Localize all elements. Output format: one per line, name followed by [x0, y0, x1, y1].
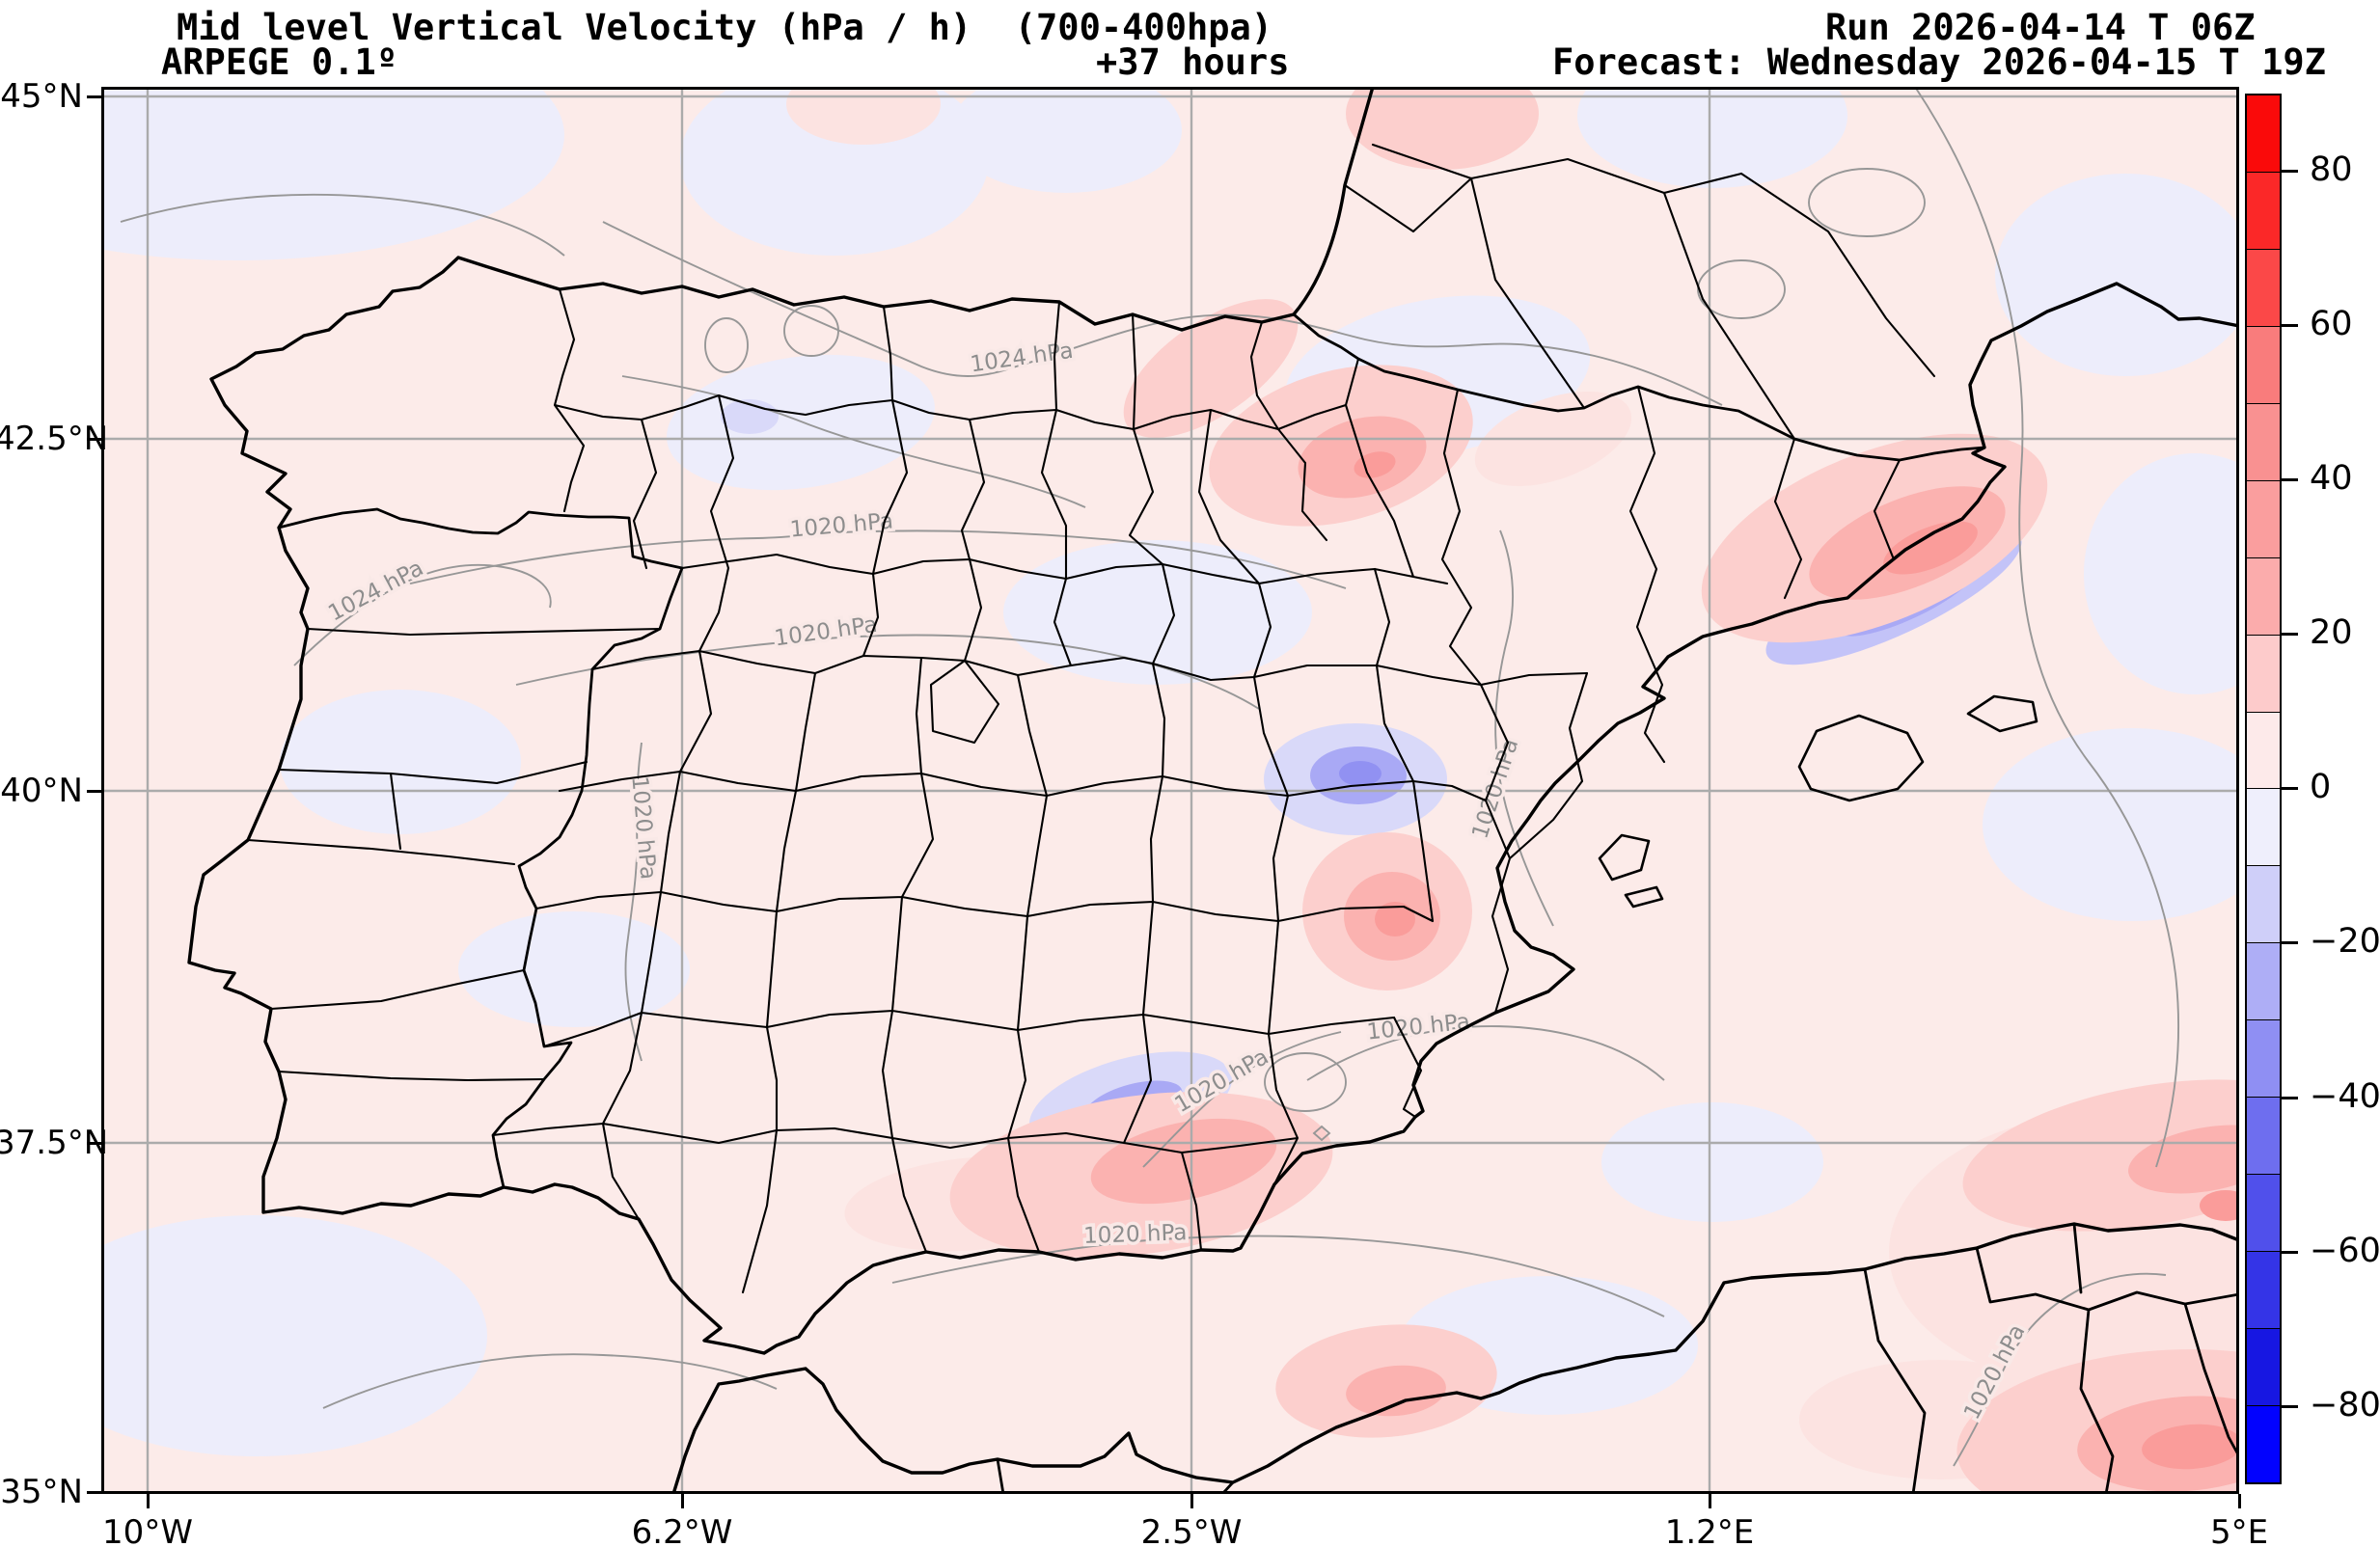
colorbar-tick-mark [2282, 787, 2298, 790]
colorbar-tick-mark [2282, 941, 2298, 944]
colorbar-segment [2247, 171, 2280, 249]
colorbar-tick-label: 0 [2310, 768, 2332, 806]
colorbar-segment [2247, 865, 2280, 943]
colorbar-segment [2247, 1019, 2280, 1098]
colorbar-tick-label: 40 [2310, 459, 2353, 498]
colorbar-segment [2247, 1097, 2280, 1175]
colorbar-tick-label: −20 [2310, 922, 2380, 961]
colorbar-tick-label: 80 [2310, 150, 2353, 189]
model-label: ARPEGE 0.1º [161, 41, 398, 83]
x-tick-label: 2.5°W [1140, 1513, 1243, 1547]
x-tick-mark [1709, 1494, 1711, 1508]
colorbar-segment [2247, 1251, 2280, 1328]
colorbar-tick-mark [2282, 1251, 2298, 1254]
colorbar-segment [2247, 95, 2280, 172]
y-tick-mark [87, 790, 101, 793]
colorbar-segment [2247, 1404, 2280, 1482]
x-tick-mark [147, 1494, 150, 1508]
colorbar-segment [2247, 1328, 2280, 1405]
colorbar-segment [2247, 1174, 2280, 1252]
colorbar-tick-label: 20 [2310, 613, 2353, 652]
balearic-islands [1598, 694, 2038, 909]
y-tick-label: 40°N [0, 772, 83, 810]
y-tick-label: 37.5°N [0, 1124, 109, 1162]
colorbar-segment [2247, 325, 2280, 403]
y-tick-mark [87, 1491, 101, 1494]
colorbar-tick-mark [2282, 324, 2298, 327]
y-tick-mark [87, 1142, 101, 1145]
y-tick-mark [87, 438, 101, 441]
velocity-shading [101, 87, 2239, 1494]
colorbar-segment [2247, 556, 2280, 635]
colorbar-segment [2247, 479, 2280, 557]
colorbar-tick-mark [2282, 478, 2298, 481]
colorbar-tick-mark [2282, 633, 2298, 636]
x-tick-mark [681, 1494, 684, 1508]
colorbar-segment [2247, 788, 2280, 866]
colorbar-segment [2247, 634, 2280, 712]
colorbar-segment [2247, 711, 2280, 789]
y-tick-mark [87, 95, 101, 98]
run-label: Run 2026-04-14 T 06Z [1825, 7, 2256, 48]
colorbar-tick-mark [2282, 1097, 2298, 1099]
colorbar-tick-mark [2282, 170, 2298, 173]
colorbar [2245, 94, 2282, 1484]
y-tick-label: 42.5°N [0, 420, 109, 458]
x-tick-label: 5°E [2209, 1513, 2269, 1547]
colorbar-segment [2247, 402, 2280, 480]
x-tick-label: 6.2°W [631, 1513, 733, 1547]
colorbar-tick-mark [2282, 1405, 2298, 1408]
province-borders [246, 143, 1936, 1294]
forecast-label: Forecast: Wednesday 2026-04-15 T 19Z [1552, 41, 2326, 83]
plot-frame [101, 87, 2239, 1494]
y-tick-label: 45°N [0, 77, 83, 116]
colorbar-tick-label: −40 [2310, 1077, 2380, 1116]
contour-label: 1020 hPa [1083, 1220, 1188, 1249]
x-tick-mark [2238, 1494, 2241, 1508]
coastline [187, 87, 2239, 1494]
country-borders [277, 312, 2239, 1494]
colorbar-tick-label: 60 [2310, 305, 2353, 343]
x-tick-label: 1.2°E [1664, 1513, 1755, 1547]
y-tick-label: 35°N [0, 1473, 83, 1511]
lead-time-label: +37 hours [1096, 41, 1290, 83]
colorbar-segment [2247, 248, 2280, 326]
colorbar-tick-label: −60 [2310, 1232, 2380, 1270]
grid-lines [101, 87, 2239, 1494]
page-title: Mid level Vertical Velocity (hPa / h) (7… [177, 7, 1273, 48]
colorbar-tick-label: −80 [2310, 1386, 2380, 1425]
colorbar-segment [2247, 942, 2280, 1020]
x-tick-mark [1190, 1494, 1193, 1508]
x-tick-label: 10°W [102, 1513, 193, 1547]
pressure-contours [120, 87, 2180, 1467]
